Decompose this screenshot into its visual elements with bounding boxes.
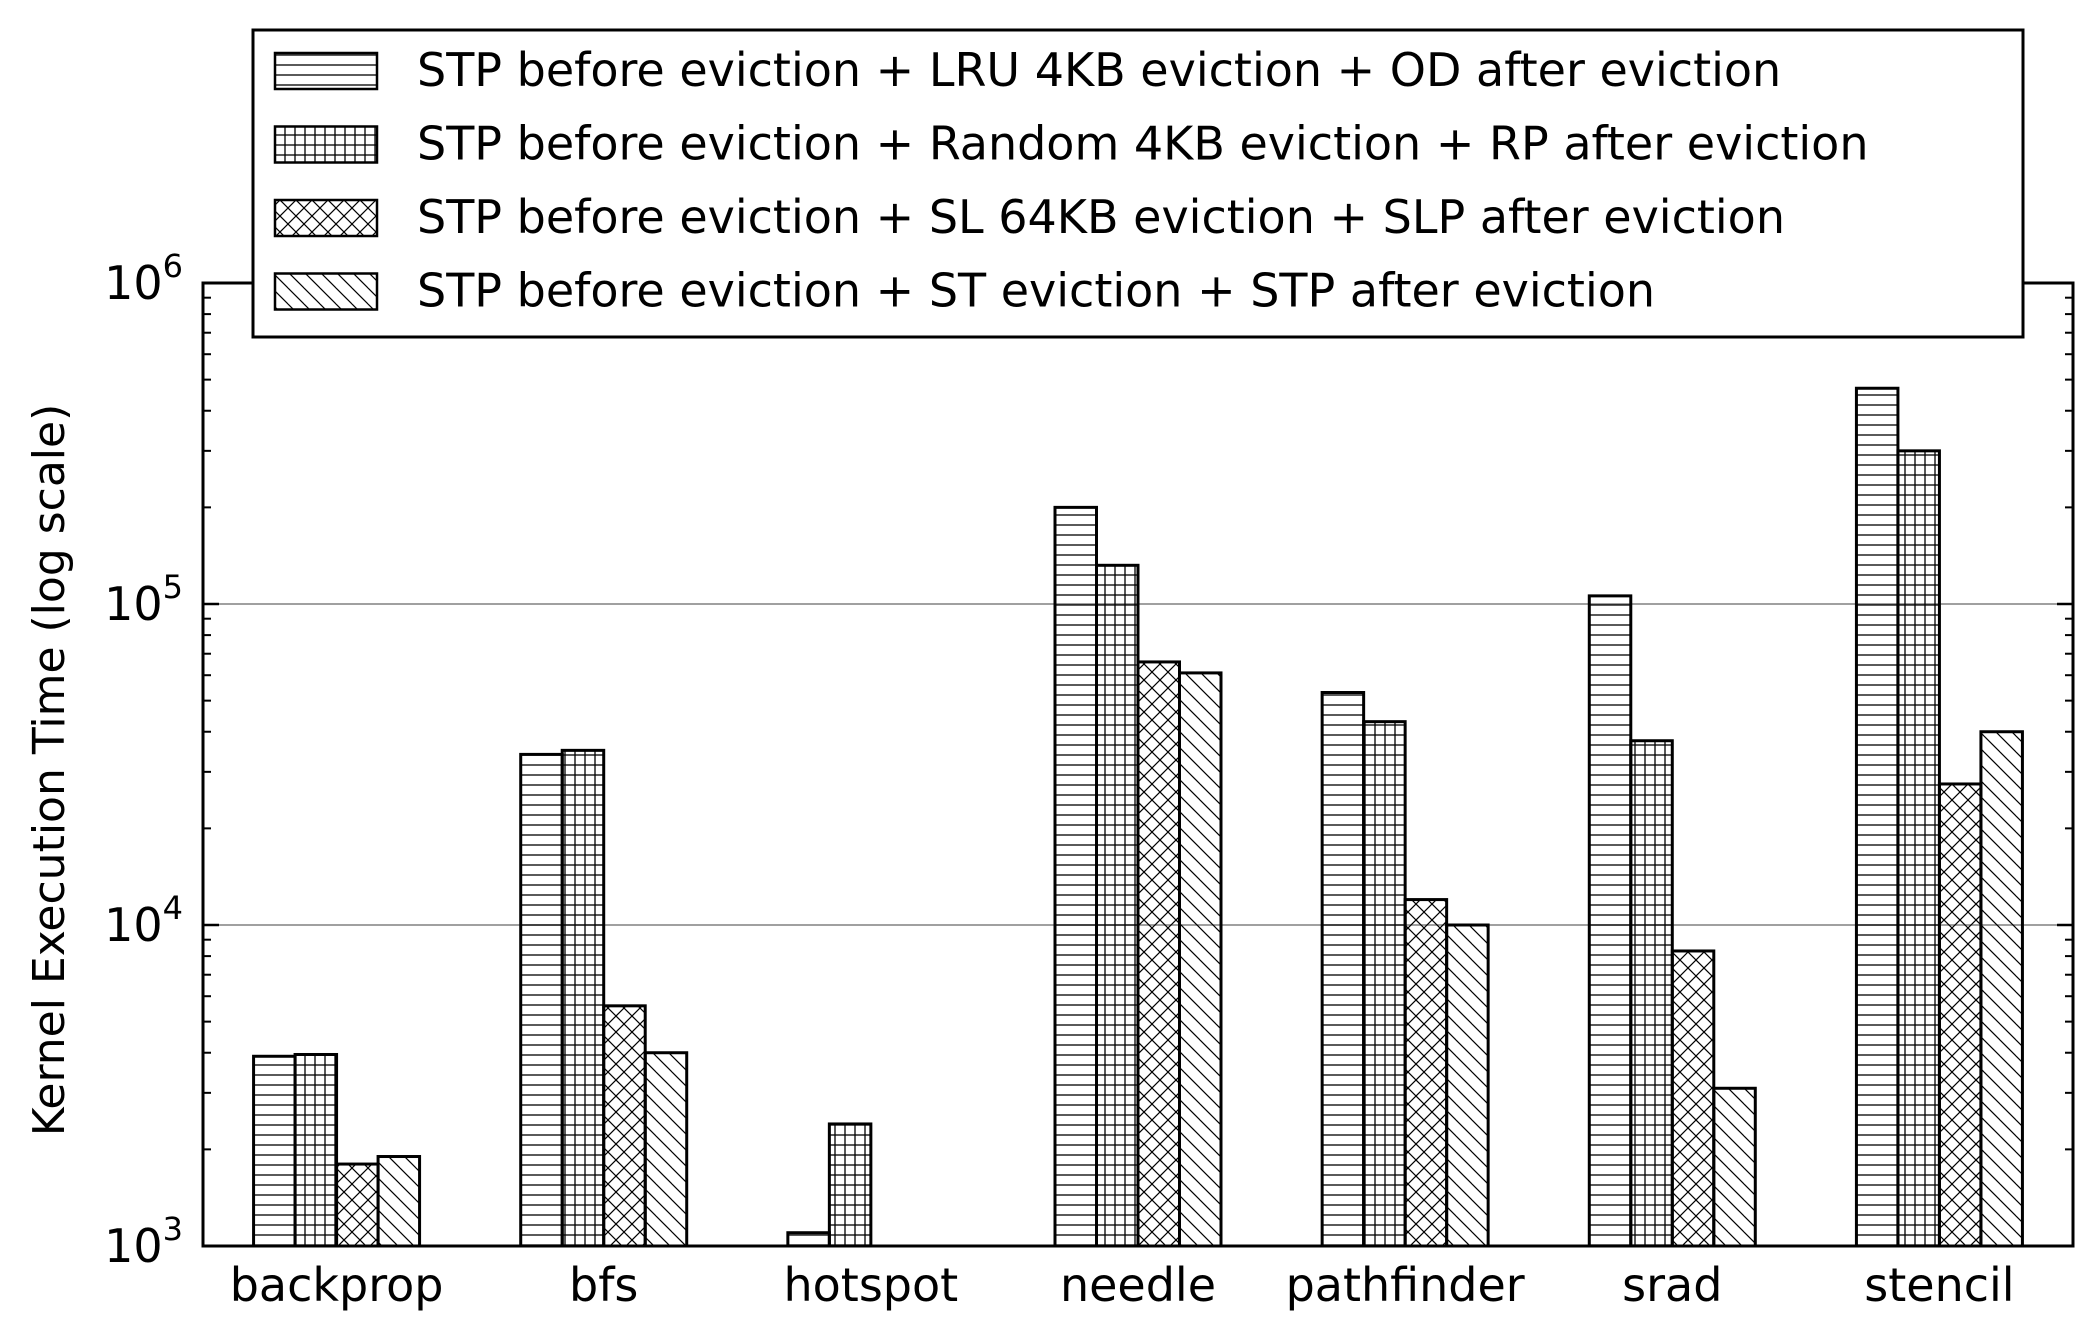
bar-pathfinder-series-3 xyxy=(1403,898,1449,1248)
bar-pathfinder-series-2 xyxy=(1362,720,1407,1248)
y-tick-label-4: 104 xyxy=(104,889,183,952)
x-tick-label-needle: needle xyxy=(1060,1258,1216,1312)
bar-hotspot-series-1 xyxy=(786,1231,831,1248)
bar-srad-series-3 xyxy=(1670,949,1716,1248)
legend-items: STP before eviction + LRU 4KB eviction +… xyxy=(273,43,1868,318)
bar-needle-series-3 xyxy=(1136,660,1181,1248)
legend-swatch-series-3 xyxy=(273,198,379,238)
bar-pathfinder-series-4 xyxy=(1445,923,1490,1248)
bar-srad-series-4 xyxy=(1712,1086,1757,1248)
bar-needle-series-2 xyxy=(1095,563,1140,1248)
bar-backprop-series-3 xyxy=(335,1162,380,1248)
x-tick-label-backprop: backprop xyxy=(230,1258,444,1312)
y-tick-label-5: 105 xyxy=(104,568,183,631)
bar-bfs-series-3 xyxy=(602,1004,647,1248)
legend-label-series-1: STP before eviction + LRU 4KB eviction +… xyxy=(417,43,1781,97)
legend-swatch-series-4 xyxy=(273,272,379,311)
y-axis-ticks: 103 104 105 106 xyxy=(104,247,2073,1273)
bar-srad-series-2 xyxy=(1629,739,1674,1248)
bar-pathfinder-series-1 xyxy=(1320,691,1366,1248)
bar-stencil-series-2 xyxy=(1896,449,1941,1248)
legend-swatch-series-2 xyxy=(273,125,379,164)
x-tick-label-bfs: bfs xyxy=(569,1258,638,1312)
bar-stencil-series-4 xyxy=(1979,730,2024,1248)
bar-backprop-series-4 xyxy=(376,1155,422,1248)
y-axis-label: Kernel Execution Time (log scale) xyxy=(24,404,75,1137)
x-tick-label-stencil: stencil xyxy=(1864,1258,2014,1312)
bar-backprop-series-1 xyxy=(252,1054,297,1248)
bar-srad-series-1 xyxy=(1587,594,1633,1248)
bar-stencil-series-3 xyxy=(1937,782,1983,1248)
bars xyxy=(252,386,2024,1248)
bar-stencil-series-1 xyxy=(1854,386,1900,1248)
legend-swatch-series-1 xyxy=(273,51,379,91)
legend-frame xyxy=(251,28,2025,339)
x-tick-label-srad: srad xyxy=(1622,1258,1722,1312)
x-axis-tick-labels: backprop bfs hotspot needle pathfinder srad st… xyxy=(230,1258,2015,1312)
x-tick-label-hotspot: hotspot xyxy=(784,1258,959,1312)
legend-label-series-3: STP before eviction + SL 64KB eviction +… xyxy=(417,190,1785,244)
bar-needle-series-1 xyxy=(1053,505,1098,1248)
bar-backprop-series-2 xyxy=(293,1052,339,1248)
bar-hotspot-series-2 xyxy=(827,1122,873,1248)
legend: STP before eviction + LRU 4KB eviction +… xyxy=(251,28,2025,339)
x-tick-label-pathfinder: pathfinder xyxy=(1286,1258,1525,1312)
legend-label-series-2: STP before eviction + Random 4KB evictio… xyxy=(417,117,1868,171)
y-tick-label-6: 106 xyxy=(104,247,183,310)
y-tick-label-3: 103 xyxy=(104,1210,183,1273)
bar-bfs-series-4 xyxy=(643,1051,689,1248)
bar-needle-series-4 xyxy=(1178,671,1223,1248)
legend-label-series-4: STP before eviction + ST eviction + STP … xyxy=(417,264,1655,318)
bar-bfs-series-2 xyxy=(560,748,606,1248)
bar-bfs-series-1 xyxy=(519,752,564,1248)
